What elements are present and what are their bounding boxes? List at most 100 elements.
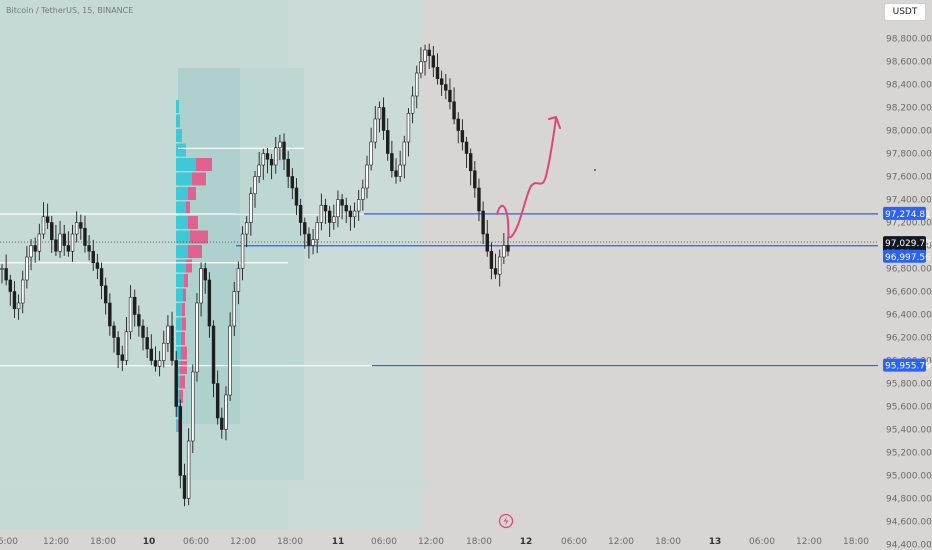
level-badge-bg [883, 249, 926, 263]
candle-body [493, 268, 498, 275]
candle-body [406, 112, 411, 143]
candle-body [87, 245, 91, 252]
profile-buy-bar [176, 288, 183, 302]
currency-button[interactable]: USDT [884, 3, 926, 21]
candle-body [224, 394, 228, 430]
candle-body [166, 325, 170, 344]
profile-sell-bar [190, 230, 208, 244]
candle-body [369, 141, 373, 166]
candle-body [315, 222, 319, 241]
projection-path[interactable] [496, 117, 557, 239]
candle-body [344, 204, 348, 212]
candle-body [240, 233, 245, 269]
y-tick-label: 98,600.00 [886, 58, 932, 68]
y-tick-label: 98,000.00 [886, 127, 932, 137]
profile-buy-bar [176, 303, 182, 316]
candle-body [323, 204, 328, 212]
candle-body [133, 296, 137, 315]
candle-body [294, 187, 299, 206]
projection-arrowhead [548, 116, 561, 129]
candle-body [174, 360, 178, 407]
y-tick-label: 94,600.00 [886, 518, 932, 528]
replay-icon[interactable] [498, 513, 514, 529]
profile-buy-bar [176, 404, 179, 418]
x-tick-label: 12:00 [43, 537, 69, 547]
candle-body [58, 233, 62, 252]
profile-sell-bar [186, 259, 192, 273]
candle-body [178, 406, 183, 476]
level-badge-bg [883, 358, 926, 372]
profile-sell-bar [182, 303, 185, 316]
candle-body [157, 360, 162, 367]
candle-body [37, 233, 42, 252]
profile-buy-bar [176, 419, 178, 432]
profile-buy-bar [176, 158, 196, 171]
y-tick-label: 95,800.00 [886, 380, 932, 390]
profile-buy-bar [176, 114, 180, 128]
y-tick-label: 95,000.00 [886, 472, 932, 482]
candle-body [8, 279, 12, 292]
candle-body [361, 187, 365, 200]
candle-body [485, 233, 489, 252]
candle-body [448, 89, 452, 103]
profile-sell-bar [181, 332, 185, 345]
candle-body [427, 49, 431, 57]
x-tick-label: 06:00 [183, 537, 209, 547]
candle-body [261, 153, 265, 166]
x-tick-label: 10 [143, 537, 156, 547]
profile-buy-bar [176, 361, 180, 374]
profile-sell-bar [188, 216, 198, 229]
candle-body [186, 440, 191, 499]
candle-body [502, 245, 506, 258]
candle-body [286, 158, 290, 177]
candle-body [16, 302, 21, 310]
zone-bottom-band [0, 480, 432, 488]
candle-body [460, 130, 465, 143]
candle-body [62, 233, 66, 246]
profile-sell-bar [186, 201, 190, 215]
candle-body [153, 360, 158, 367]
candle-body [149, 348, 154, 361]
candle-body [257, 164, 261, 177]
candle-body [456, 118, 460, 131]
candle-body [215, 383, 220, 419]
candle-body [336, 199, 340, 218]
x-tick-label: 12 [520, 537, 533, 547]
profile-buy-bar [176, 100, 179, 113]
candle-body [365, 164, 369, 189]
candle-body [394, 170, 398, 177]
candle-body [245, 222, 249, 235]
candle-body [54, 239, 58, 252]
candle-body [199, 268, 203, 304]
x-tick-label: 06:00 [749, 537, 775, 547]
profile-buy-bar [176, 375, 180, 389]
candle-body [319, 204, 324, 223]
x-tick-label: 06:00 [0, 537, 18, 547]
candle-body [307, 233, 311, 246]
candle-body [50, 222, 54, 241]
candle-body [95, 262, 100, 269]
candle-body [253, 176, 257, 195]
x-tick-label: 06:00 [371, 537, 397, 547]
profile-buy-bar [176, 129, 182, 142]
candle-body [12, 291, 17, 310]
candle-body [423, 49, 427, 62]
profile-buy-bar [176, 143, 186, 157]
candle-body [116, 337, 120, 356]
candle-body [25, 256, 29, 281]
candle-body [128, 296, 133, 333]
candle-body [444, 84, 448, 91]
profile-buy-bar [176, 317, 182, 331]
candle-body [249, 193, 253, 223]
x-tick-label: 06:00 [561, 537, 587, 547]
y-tick-label: 95,200.00 [886, 449, 932, 459]
candle-body [386, 130, 390, 154]
candle-body [381, 107, 386, 131]
candle-body [108, 302, 112, 327]
candle-body [79, 222, 83, 229]
x-tick-label: 18:00 [655, 537, 681, 547]
candle-body [352, 210, 357, 218]
candle-body [282, 141, 286, 160]
